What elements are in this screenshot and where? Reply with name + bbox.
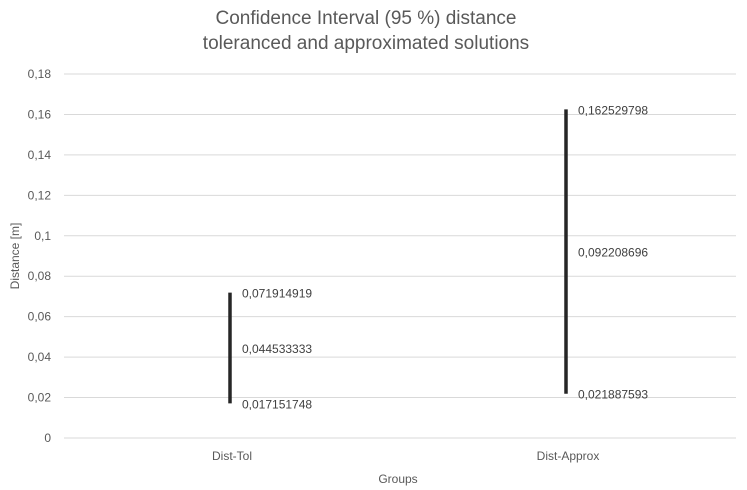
x-tick-label: Dist-Approx bbox=[537, 449, 600, 463]
x-tick-label: Dist-Tol bbox=[212, 449, 252, 463]
y-tick-label: 0,04 bbox=[28, 350, 52, 364]
data-label-lower: 0,017151748 bbox=[242, 397, 312, 411]
y-tick-label: 0,12 bbox=[28, 188, 52, 202]
y-tick-label: 0,02 bbox=[28, 391, 52, 405]
y-tick-label: 0,14 bbox=[28, 148, 52, 162]
x-tick-labels: Dist-Tol Dist-Approx bbox=[212, 449, 599, 463]
y-axis-title: Distance [m] bbox=[8, 223, 22, 290]
y-tick-labels: 0 0,02 0,04 0,06 0,08 0,1 0,12 0,14 0,16 0,18 bbox=[28, 67, 52, 445]
y-tick-label: 0,16 bbox=[28, 107, 52, 121]
y-tick-label: 0,06 bbox=[28, 310, 52, 324]
ci-bars bbox=[228, 109, 568, 404]
y-tick-label: 0,18 bbox=[28, 67, 52, 81]
data-label-mean: 0,092208696 bbox=[578, 246, 648, 260]
x-axis-title: Groups bbox=[378, 472, 417, 486]
data-label-upper: 0,162529798 bbox=[578, 103, 648, 117]
chart-title-line-1: Confidence Interval (95 %) distance bbox=[216, 8, 517, 29]
y-tick-label: 0 bbox=[44, 431, 51, 445]
gridlines bbox=[64, 73, 736, 439]
chart-title-line-2: toleranced and approximated solutions bbox=[203, 33, 529, 54]
data-label-mean: 0,044533333 bbox=[242, 342, 312, 356]
data-label-lower: 0,021887593 bbox=[578, 388, 648, 402]
data-labels: 0,071914919 0,044533333 0,017151748 0,16252… bbox=[242, 103, 648, 411]
y-tick-label: 0,1 bbox=[34, 229, 51, 243]
y-tick-label: 0,08 bbox=[28, 269, 52, 283]
data-label-upper: 0,071914919 bbox=[242, 287, 312, 301]
